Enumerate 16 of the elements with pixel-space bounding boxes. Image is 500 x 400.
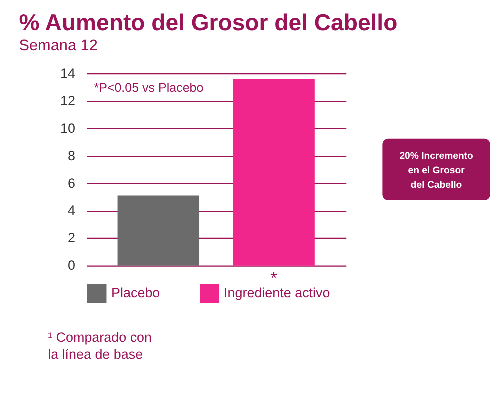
- text: ¹ Comparado con la línea de base: [48, 330, 152, 362]
- text: *: [270, 268, 278, 288]
- legend-label: Placebo: [112, 286, 160, 301]
- y-tick-label: 0: [68, 258, 76, 274]
- y-tick-label: 12: [60, 93, 76, 108]
- annotation: *P<0.05 vs Placebo: [94, 80, 204, 95]
- y-tick-label: 14: [60, 66, 76, 81]
- text: 20% Incremento en el Grosor del Cabello: [400, 151, 474, 191]
- chart-subtitle: Semana 12: [19, 37, 98, 54]
- y-tick-label: 10: [60, 120, 76, 136]
- legend-label: Ingrediente activo: [224, 286, 330, 301]
- y-tick-label: 2: [68, 230, 76, 246]
- y-tick-label: 6: [68, 176, 76, 191]
- y-tick-label: 4: [68, 203, 76, 218]
- chart-title: % Aumento del Grosor del Cabello: [19, 9, 398, 36]
- y-tick-label: 8: [68, 148, 76, 164]
